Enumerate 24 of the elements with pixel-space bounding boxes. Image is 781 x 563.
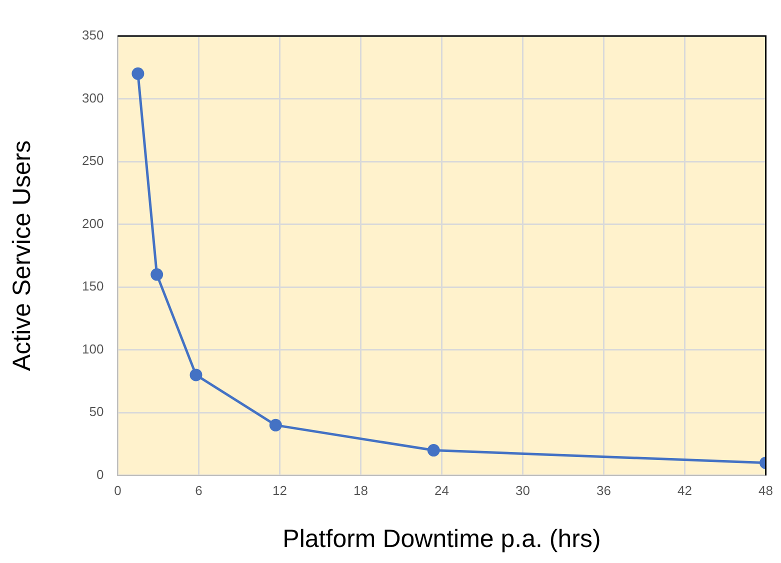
point [150, 268, 164, 281]
x-tick-label: 12 [272, 482, 287, 498]
y-axis-title: Active Service Users [8, 140, 36, 372]
point [132, 67, 144, 80]
x-tick-label: 0 [114, 482, 122, 498]
point [190, 368, 202, 382]
x-tick-label: 48 [758, 482, 774, 498]
y-tick-label: 0 [96, 466, 104, 482]
y-tick-label: 100 [82, 341, 104, 356]
y-tick-label: 300 [82, 90, 104, 106]
y-tick-label: 200 [82, 216, 104, 231]
y-tick-label: 350 [82, 28, 104, 43]
point [427, 444, 440, 457]
x-tick-label: 6 [195, 482, 202, 498]
x-tick-label: 42 [678, 482, 692, 498]
y-tick-label: 50 [89, 404, 104, 420]
x-tick-label: 36 [596, 482, 611, 498]
y-tick-label: 150 [82, 278, 104, 294]
y-tick-label: 250 [82, 153, 104, 168]
x-tick-label: 18 [353, 482, 368, 498]
x-tick-label: 24 [434, 482, 449, 498]
x-tick-label: 30 [516, 482, 530, 498]
x-axis-title: Platform Downtime p.a. (hrs) [282, 524, 601, 553]
point [269, 418, 282, 432]
